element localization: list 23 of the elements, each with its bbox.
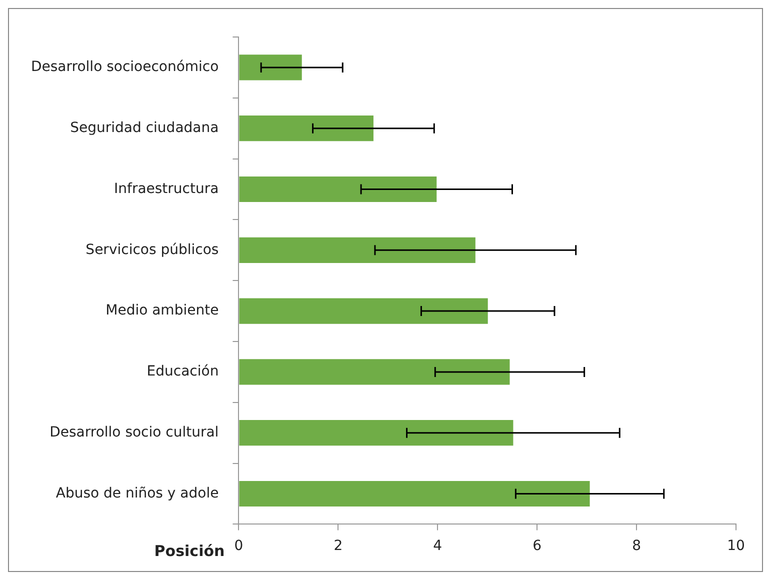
x-tick-label: 8	[632, 538, 641, 554]
bar	[239, 480, 590, 507]
y-tick-label: Seguridad ciudadana	[70, 120, 219, 136]
bar	[239, 359, 510, 385]
bar	[239, 420, 514, 446]
bar	[239, 298, 488, 324]
y-tick-label: Desarrollo socio cultural	[50, 424, 219, 440]
y-tick-label: Educación	[146, 364, 219, 380]
x-tick-label: 10	[727, 538, 745, 554]
x-tick-label: 0	[234, 538, 244, 554]
bar	[239, 176, 437, 202]
y-tick-label: Medio ambiente	[106, 302, 219, 319]
x-tick-label: 2	[334, 538, 343, 554]
x-tick-label: 6	[532, 538, 542, 554]
y-tick-label: Servicicos públicos	[86, 242, 219, 258]
y-tick-label: Abuso de niños y adole	[56, 485, 219, 502]
bar	[239, 54, 302, 80]
y-tick-label: Infraestructura	[114, 180, 219, 197]
bar	[239, 237, 476, 263]
y-tick-label: Desarrollo socioeconómico	[31, 59, 219, 76]
x-tick-label: 4	[433, 538, 442, 554]
bar	[239, 116, 374, 142]
x-axis-title: Posición	[154, 542, 225, 560]
